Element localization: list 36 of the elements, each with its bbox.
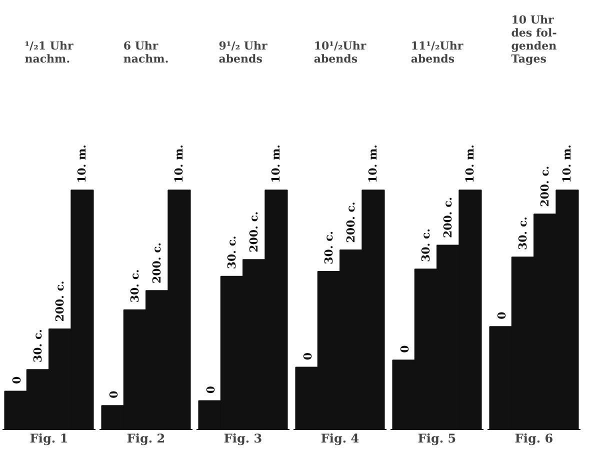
x-tick-label: 10. m. bbox=[76, 144, 89, 183]
chart-title: 11¹/₂Uhr abends bbox=[410, 40, 464, 66]
chart-title: 9¹/₂ Uhr abends bbox=[218, 40, 268, 66]
x-tick-label: 0 bbox=[398, 344, 412, 353]
x-tick-label: 30. c. bbox=[419, 228, 432, 262]
x-tick-label: 200. c. bbox=[248, 211, 261, 252]
x-tick-label: 30. c. bbox=[128, 269, 142, 303]
x-tick-label: 200. c. bbox=[150, 242, 164, 284]
x-tick-label: 30. c. bbox=[31, 328, 44, 362]
x-tick-label: 0 bbox=[204, 386, 218, 394]
x-axis-title: Fig. 4 bbox=[320, 432, 360, 446]
x-tick-label: 30. c. bbox=[225, 236, 238, 270]
x-axis-title: Fig. 6 bbox=[514, 432, 554, 446]
x-axis-title: Fig. 1 bbox=[30, 432, 68, 446]
x-axis-title: Fig. 5 bbox=[418, 432, 456, 446]
x-tick-label: 200. c. bbox=[442, 196, 455, 238]
chart-title: 10¹/₂Uhr abends bbox=[314, 40, 366, 66]
x-tick-label: 0 bbox=[301, 352, 314, 360]
x-tick-label: 10. m. bbox=[464, 144, 477, 183]
chart-title: 6 Uhr nachm. bbox=[123, 40, 169, 66]
x-tick-label: 200. c. bbox=[538, 166, 552, 207]
x-axis-title: Fig. 3 bbox=[224, 432, 262, 446]
x-tick-label: 0 bbox=[495, 311, 508, 320]
chart-title: ¹/₂1 Uhr nachm. bbox=[24, 40, 74, 66]
x-tick-label: 10. m. bbox=[560, 144, 574, 183]
x-tick-label: 10. m. bbox=[172, 144, 186, 183]
x-tick-label: 200. c. bbox=[54, 280, 67, 322]
x-tick-label: 30. c. bbox=[516, 216, 530, 250]
x-tick-label: 200. c. bbox=[344, 202, 358, 243]
x-tick-label: 30. c. bbox=[322, 230, 336, 264]
x-tick-label: 10. m. bbox=[366, 144, 380, 183]
x-tick-label: 0 bbox=[10, 376, 24, 384]
x-tick-label: 10. m. bbox=[270, 144, 283, 183]
chart-title: 10 Uhr des fol- genden Tages bbox=[511, 14, 557, 66]
x-axis-title: Fig. 2 bbox=[126, 432, 166, 446]
x-tick-label: 0 bbox=[107, 390, 120, 398]
